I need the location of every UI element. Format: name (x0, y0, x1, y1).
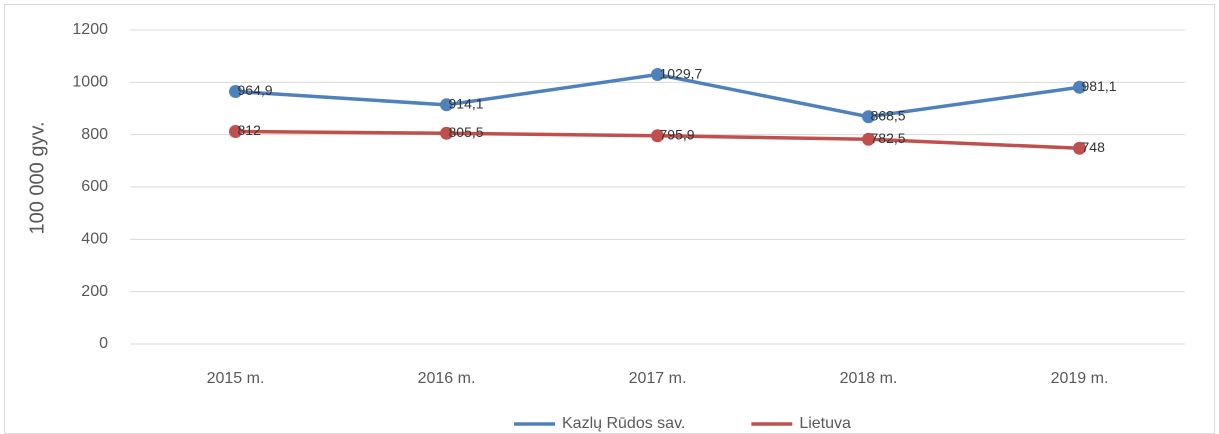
x-tick-label: 2018 m. (840, 370, 898, 387)
data-label: 868,5 (871, 107, 906, 123)
legend-label: Kazlų Rūdos sav. (562, 415, 685, 432)
y-tick-label: 800 (81, 126, 108, 143)
legend-label: Lietuva (799, 415, 851, 432)
x-tick-label: 2016 m. (418, 370, 476, 387)
data-label: 795,9 (660, 126, 695, 142)
data-point (651, 68, 664, 82)
chart-frame (4, 4, 1215, 434)
x-tick-label: 2015 m. (207, 370, 265, 387)
data-point (1073, 141, 1086, 155)
y-tick-label: 0 (99, 335, 108, 352)
data-point (1073, 80, 1086, 94)
y-tick-label: 1000 (72, 74, 108, 91)
data-point (862, 110, 875, 124)
data-label: 914,1 (449, 96, 484, 112)
x-tick-label: 2019 m. (1051, 370, 1109, 387)
data-label: 812 (238, 122, 262, 138)
data-label: 964,9 (238, 82, 273, 98)
data-label: 1029,7 (660, 65, 703, 81)
x-tick-label: 2017 m. (629, 370, 687, 387)
data-point (229, 125, 242, 139)
data-label: 748 (1082, 139, 1106, 155)
data-point (651, 129, 664, 143)
y-tick-label: 1200 (72, 21, 108, 38)
data-label: 805,5 (449, 124, 484, 140)
y-tick-label: 200 (81, 283, 108, 300)
y-tick-label: 400 (81, 231, 108, 248)
data-point (229, 85, 242, 99)
data-label: 782,5 (871, 130, 906, 146)
y-tick-label: 600 (81, 178, 108, 195)
y-axis-label: 100 000 gyv. (26, 121, 48, 234)
data-point (440, 126, 453, 140)
data-point (440, 98, 453, 112)
data-point (862, 132, 875, 146)
data-label: 981,1 (1082, 78, 1117, 94)
